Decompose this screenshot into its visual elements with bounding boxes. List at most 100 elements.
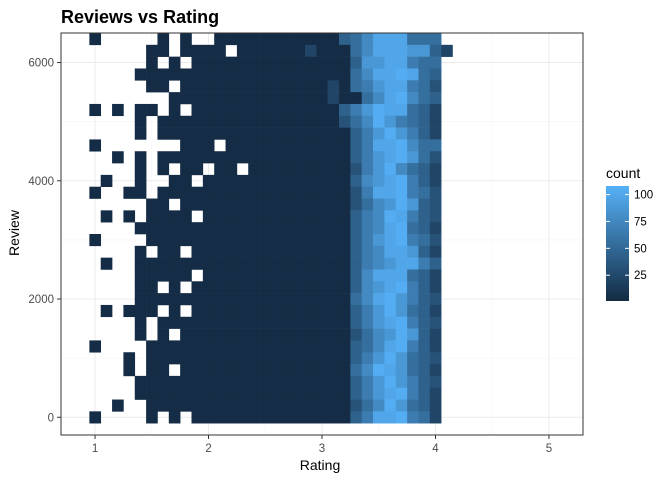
x-tick-label: 1: [92, 443, 98, 455]
heatmap-cell: [202, 103, 215, 117]
heatmap-cell: [225, 68, 238, 81]
heatmap-cell: [418, 269, 431, 282]
heatmap-cell: [304, 198, 317, 211]
heatmap-cell: [134, 186, 147, 199]
heatmap-cell: [89, 340, 102, 353]
heatmap-cell: [202, 375, 215, 388]
heatmap-cell: [248, 387, 260, 400]
heatmap-cell: [259, 257, 272, 270]
heatmap-cell: [350, 56, 363, 69]
heatmap-cell: [407, 56, 419, 69]
heatmap-cell: [384, 304, 397, 318]
heatmap-cell: [248, 293, 260, 306]
heatmap-cell: [202, 44, 215, 57]
heatmap-cell: [202, 139, 215, 152]
heatmap-cell: [282, 186, 294, 199]
heatmap-cell: [418, 281, 431, 294]
heatmap-cell: [180, 352, 192, 365]
x-axis-ticks: 1 2 3 4 5: [92, 435, 552, 455]
heatmap-cell: [134, 163, 147, 176]
legend-label: 50: [634, 243, 647, 255]
heatmap-cell: [282, 245, 294, 258]
heatmap-cell: [361, 281, 374, 294]
heatmap-cell: [100, 304, 113, 318]
heatmap-cell: [202, 364, 215, 377]
heatmap-cell: [304, 411, 317, 424]
heatmap-cell: [327, 257, 340, 270]
heatmap-cell: [202, 222, 215, 235]
heatmap-cell: [225, 80, 238, 93]
heatmap-cell: [361, 127, 374, 140]
heatmap-cell: [248, 115, 260, 128]
heatmap-cell: [293, 151, 306, 164]
heatmap-cell: [373, 139, 385, 152]
y-tick-label: 0: [48, 412, 54, 424]
heatmap-cell: [214, 80, 226, 93]
heatmap-cell: [225, 411, 238, 424]
heatmap-cell: [123, 210, 136, 223]
heatmap-cell: [327, 364, 340, 377]
heatmap-cell: [134, 375, 147, 388]
heatmap-cell: [395, 127, 408, 140]
heatmap-cell: [418, 33, 431, 46]
heatmap-cell: [384, 186, 397, 199]
heatmap-cell: [214, 293, 226, 306]
heatmap-cell: [304, 186, 317, 199]
heatmap-cell: [248, 80, 260, 93]
heatmap-cell: [373, 375, 385, 388]
heatmap-cell: [134, 269, 147, 282]
heatmap-cell: [429, 139, 442, 152]
heatmap-cell: [134, 68, 147, 81]
heatmap-cell: [350, 68, 363, 81]
heatmap-cell: [214, 411, 226, 424]
heatmap-cell: [202, 340, 215, 353]
heatmap-cell: [157, 234, 170, 247]
heatmap-cell: [304, 245, 317, 258]
heatmap-cell: [270, 33, 283, 46]
heatmap-cell: [350, 186, 363, 199]
heatmap-cell: [180, 210, 192, 223]
heatmap-cell: [225, 234, 238, 247]
heatmap-cell: [134, 127, 147, 140]
heatmap-cell: [236, 387, 249, 400]
heatmap-cell: [304, 33, 317, 46]
heatmap-cell: [429, 33, 442, 46]
heatmap-cell: [293, 328, 306, 341]
heatmap-cell: [214, 127, 226, 140]
heatmap-cell: [384, 92, 397, 105]
heatmap-cell: [236, 186, 249, 199]
heatmap-cell: [373, 92, 385, 105]
heatmap-cell: [282, 269, 294, 282]
heatmap-cell: [248, 328, 260, 341]
heatmap-cell: [248, 234, 260, 247]
heatmap-cell: [248, 68, 260, 81]
heatmap-cell: [327, 269, 340, 282]
heatmap-cell: [304, 293, 317, 306]
heatmap-cell: [259, 115, 272, 128]
heatmap-cell: [395, 293, 408, 306]
heatmap-cell: [282, 92, 294, 105]
heatmap-cell: [248, 210, 260, 223]
heatmap-cell: [350, 103, 363, 117]
legend-title: count: [606, 165, 640, 181]
heatmap-cell: [180, 364, 192, 377]
heatmap-cell: [146, 411, 158, 424]
heatmap-cell: [429, 115, 442, 128]
heatmap-cell: [202, 293, 215, 306]
heatmap-cell: [429, 375, 442, 388]
heatmap-cell: [191, 103, 204, 117]
heatmap-cell: [146, 281, 158, 294]
heatmap-cell: [429, 411, 442, 424]
heatmap-cell: [157, 364, 170, 377]
heatmap-cell: [395, 163, 408, 176]
heatmap-cell: [168, 281, 181, 294]
heatmap-cell: [350, 234, 363, 247]
heatmap-cell: [350, 304, 363, 318]
heatmap-cell: [202, 151, 215, 164]
heatmap-cell: [339, 304, 351, 318]
heatmap-cell: [384, 127, 397, 140]
heatmap-cell: [327, 387, 340, 400]
heatmap-cell: [157, 293, 170, 306]
heatmap-cell: [248, 92, 260, 105]
heatmap-cell: [407, 174, 419, 187]
